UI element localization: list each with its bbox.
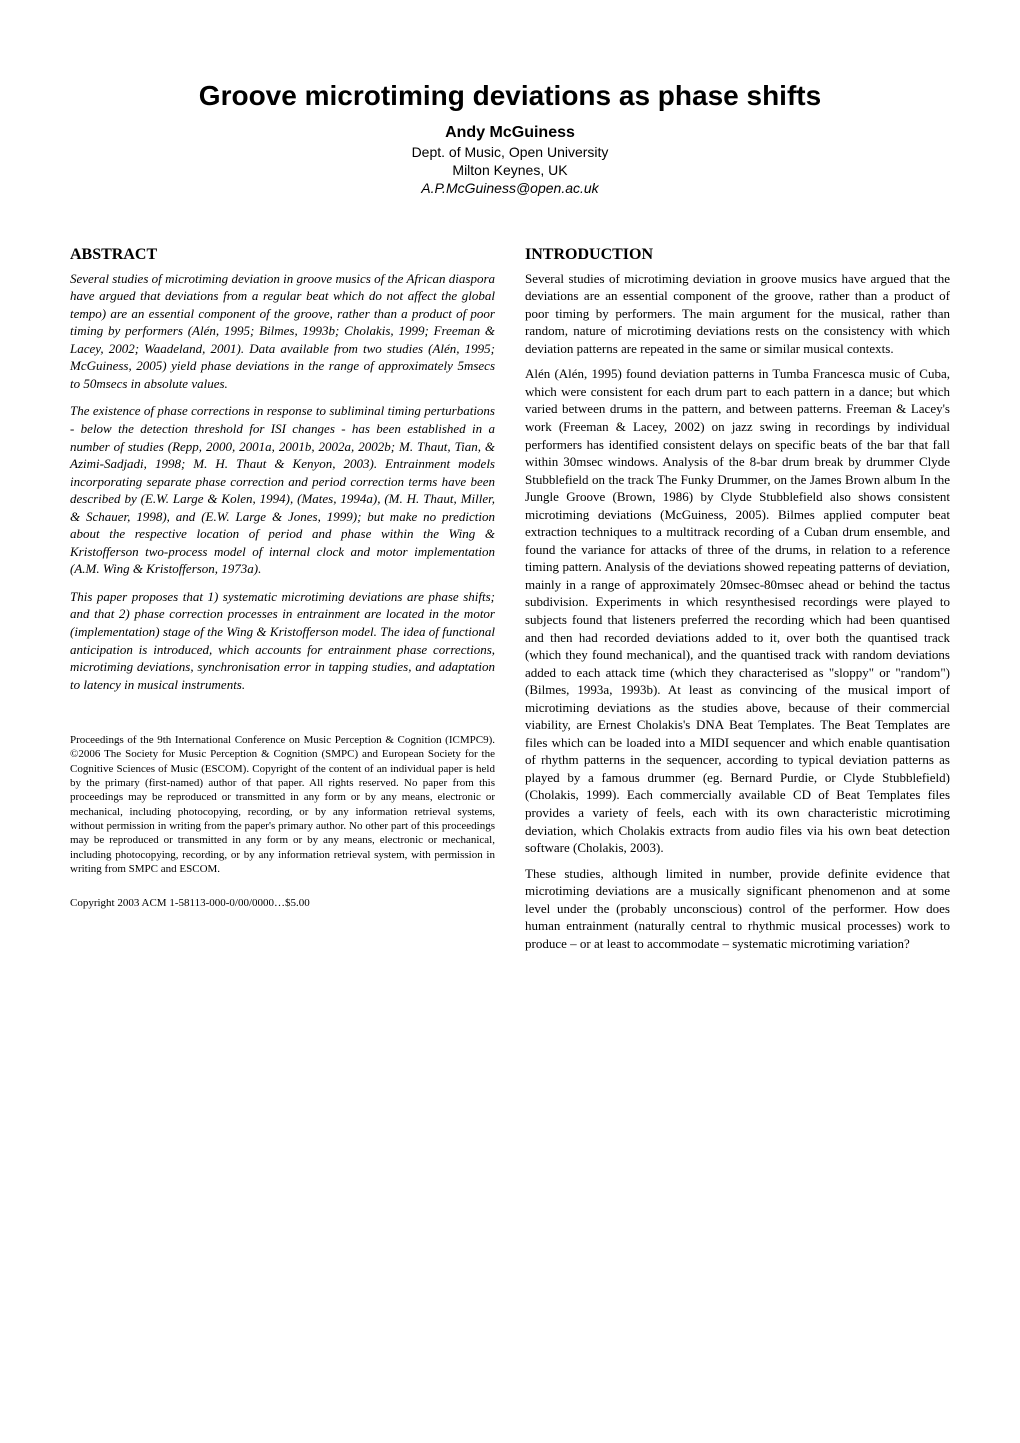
introduction-header: INTRODUCTION <box>525 244 950 266</box>
introduction-paragraph-2: Alén (Alén, 1995) found deviation patter… <box>525 365 950 856</box>
abstract-paragraph-2: The existence of phase corrections in re… <box>70 402 495 577</box>
abstract-paragraph-3: This paper proposes that 1) systematic m… <box>70 588 495 693</box>
introduction-paragraph-3: These studies, although limited in numbe… <box>525 865 950 953</box>
affiliation-department: Dept. of Music, Open University <box>70 144 950 160</box>
proceedings-notice: Proceedings of the 9th International Con… <box>70 733 495 876</box>
abstract-paragraph-1: Several studies of microtiming deviation… <box>70 270 495 393</box>
affiliation-location: Milton Keynes, UK <box>70 162 950 178</box>
two-column-layout: ABSTRACT Several studies of microtiming … <box>70 236 950 960</box>
left-column: ABSTRACT Several studies of microtiming … <box>70 236 495 960</box>
copyright-notice: Copyright 2003 ACM 1-58113-000-0/00/0000… <box>70 896 495 911</box>
abstract-header: ABSTRACT <box>70 244 495 266</box>
paper-title: Groove microtiming deviations as phase s… <box>70 80 950 112</box>
introduction-paragraph-1: Several studies of microtiming deviation… <box>525 270 950 358</box>
right-column: INTRODUCTION Several studies of microtim… <box>525 236 950 960</box>
author-email: A.P.McGuiness@open.ac.uk <box>70 180 950 196</box>
author-name: Andy McGuiness <box>70 124 950 142</box>
